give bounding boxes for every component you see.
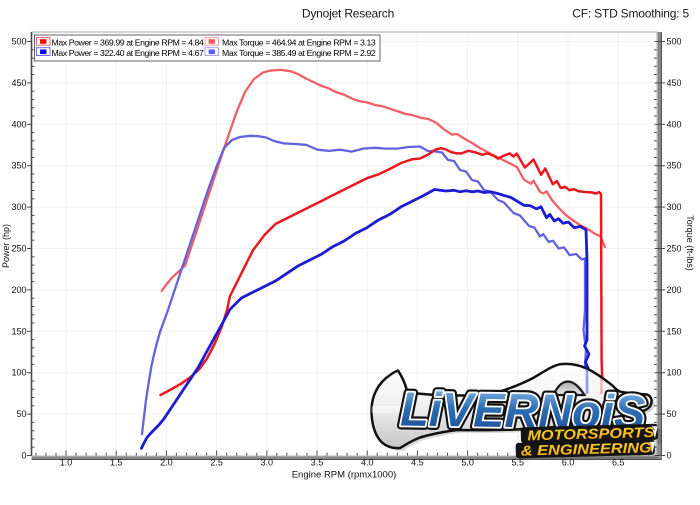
svg-text:5.5: 5.5 xyxy=(512,458,525,468)
svg-text:Max Torque = 385.49 at Engine: Max Torque = 385.49 at Engine RPM = 2.92 xyxy=(222,48,376,58)
svg-text:50: 50 xyxy=(667,409,677,419)
svg-text:250: 250 xyxy=(11,244,26,254)
svg-text:200: 200 xyxy=(667,285,682,295)
svg-text:0: 0 xyxy=(667,451,672,461)
svg-text:350: 350 xyxy=(11,161,26,171)
svg-text:5.0: 5.0 xyxy=(461,458,474,468)
svg-text:3.0: 3.0 xyxy=(261,458,274,468)
svg-text:300: 300 xyxy=(667,202,682,212)
svg-text:400: 400 xyxy=(667,119,682,129)
svg-text:MOTORSPORTS: MOTORSPORTS xyxy=(527,425,655,444)
svg-text:150: 150 xyxy=(667,326,682,336)
svg-text:100: 100 xyxy=(11,368,26,378)
svg-text:250: 250 xyxy=(667,244,682,254)
svg-text:4.5: 4.5 xyxy=(411,458,424,468)
svg-text:1.0: 1.0 xyxy=(60,458,73,468)
svg-text:Torque (ft-lbs): Torque (ft-lbs) xyxy=(685,215,695,271)
svg-text:450: 450 xyxy=(11,78,26,88)
svg-text:6.0: 6.0 xyxy=(562,458,575,468)
svg-text:6.5: 6.5 xyxy=(612,458,625,468)
svg-text:1.5: 1.5 xyxy=(110,458,123,468)
svg-text:Power (hp): Power (hp) xyxy=(1,224,11,268)
svg-text:& ENGINEERING: & ENGINEERING xyxy=(521,440,652,459)
svg-text:CF: STD Smoothing: 5: CF: STD Smoothing: 5 xyxy=(572,7,689,21)
svg-text:50: 50 xyxy=(16,409,26,419)
svg-text:2.0: 2.0 xyxy=(160,458,173,468)
svg-text:350: 350 xyxy=(667,161,682,171)
svg-text:Dynojet Research: Dynojet Research xyxy=(302,7,394,21)
svg-text:400: 400 xyxy=(11,119,26,129)
svg-text:200: 200 xyxy=(11,285,26,295)
svg-text:3.5: 3.5 xyxy=(311,458,324,468)
svg-text:Max Power = 322.40 at Engine R: Max Power = 322.40 at Engine RPM = 4.67 xyxy=(52,48,205,58)
svg-text:0: 0 xyxy=(21,451,26,461)
svg-text:500: 500 xyxy=(11,37,26,47)
svg-text:Engine RPM (rpmx1000): Engine RPM (rpmx1000) xyxy=(292,470,397,481)
svg-text:150: 150 xyxy=(11,326,26,336)
svg-text:2.5: 2.5 xyxy=(210,458,223,468)
svg-text:500: 500 xyxy=(667,37,682,47)
svg-text:Max Power = 369.99 at Engine R: Max Power = 369.99 at Engine RPM = 4.84 xyxy=(52,37,205,47)
svg-text:450: 450 xyxy=(667,78,682,88)
svg-text:Max Torque = 464.94 at Engine: Max Torque = 464.94 at Engine RPM = 3.13 xyxy=(222,37,376,47)
svg-text:300: 300 xyxy=(11,202,26,212)
svg-text:100: 100 xyxy=(667,368,682,378)
svg-text:4.0: 4.0 xyxy=(361,458,374,468)
